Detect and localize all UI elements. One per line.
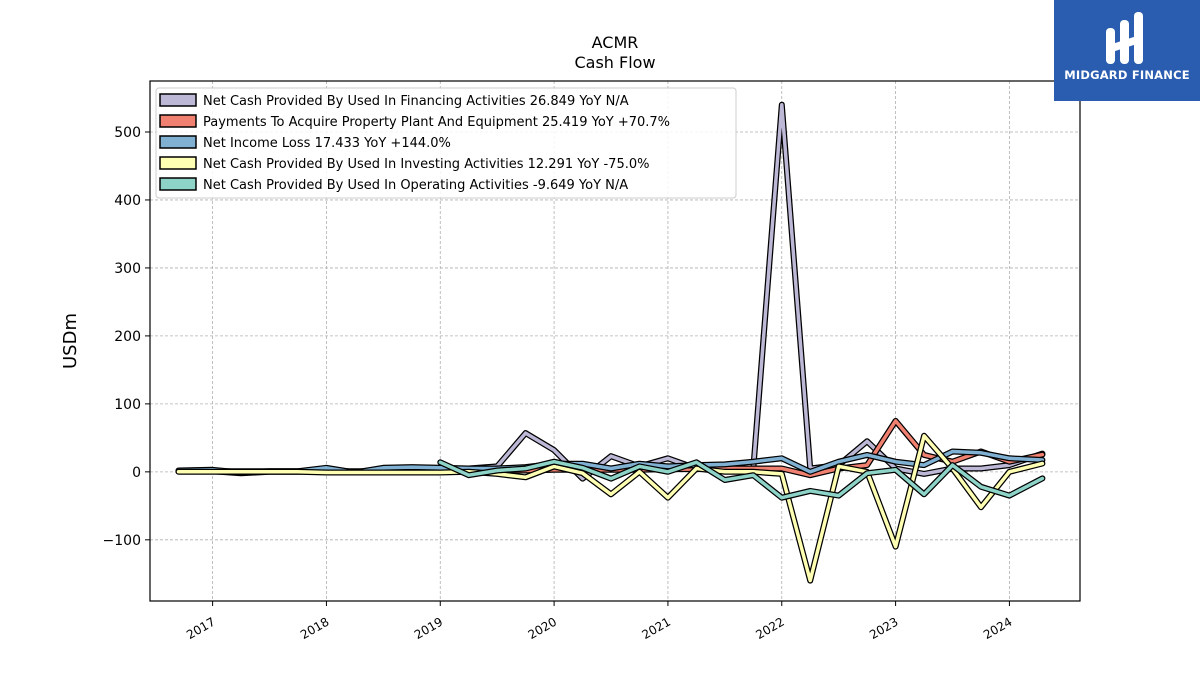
y-tick-label: 500 <box>114 125 141 141</box>
y-tick-label: 300 <box>114 261 141 277</box>
x-tick-label: 2023 <box>867 615 900 642</box>
y-tick-label: 0 <box>132 465 141 481</box>
y-tick-label: 200 <box>114 329 141 345</box>
legend: Net Cash Provided By Used In Financing A… <box>155 87 737 199</box>
x-tick-label: 2022 <box>753 615 786 642</box>
series-3 <box>175 432 1046 584</box>
x-tick-label: 2019 <box>412 615 445 642</box>
x-tick-label: 2018 <box>298 615 331 642</box>
series-line <box>176 434 1045 583</box>
legend-entry-label: Net Cash Provided By Used In Financing A… <box>203 94 629 109</box>
series-2 <box>175 448 1046 476</box>
brand-name: MIDGARD FINANCE <box>1064 68 1190 82</box>
series-lines <box>175 101 1046 584</box>
y-tick-label: 400 <box>114 193 141 209</box>
chart-title: ACMR <box>592 33 639 52</box>
chart-subtitle: Cash Flow <box>574 53 655 72</box>
legend-entry-label: Net Cash Provided By Used In Investing A… <box>203 157 649 172</box>
midgard-logo-icon <box>1106 12 1143 64</box>
x-tick-label: 2021 <box>640 615 673 642</box>
legend-swatch <box>159 135 197 149</box>
legend-swatch <box>159 93 197 107</box>
y-axis-label: USDm <box>60 313 81 369</box>
axis-ticks: 2017 2018 2019 2020 2021 2022 2023 2024 −100 0 100… <box>103 125 1015 642</box>
x-tick-label: 2020 <box>526 615 559 642</box>
brand-logo: MIDGARD FINANCE <box>1054 0 1200 101</box>
x-tick-label: 2017 <box>184 615 217 642</box>
plot-frame <box>149 80 1081 602</box>
y-tick-label: −100 <box>103 533 141 549</box>
legend-swatch <box>159 177 197 191</box>
legend-entry-label: Net Income Loss 17.433 YoY +144.0% <box>203 136 451 151</box>
legend-swatch <box>159 114 197 128</box>
x-tick-label: 2024 <box>981 615 1014 642</box>
legend-entry-label: Payments To Acquire Property Plant And E… <box>203 115 670 130</box>
series-line <box>438 459 1045 500</box>
series-4 <box>437 458 1046 501</box>
legend-swatch <box>159 156 197 170</box>
legend-box <box>155 87 737 199</box>
series-line <box>176 449 1045 475</box>
legend-entry-label: Net Cash Provided By Used In Operating A… <box>203 178 628 193</box>
y-tick-label: 100 <box>114 397 141 413</box>
